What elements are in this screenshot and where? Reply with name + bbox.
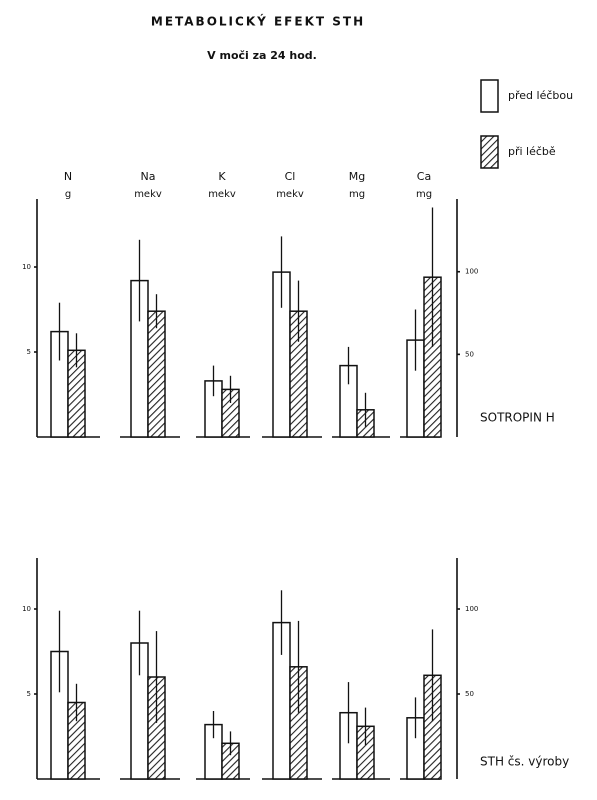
category-unit: mekv — [208, 189, 236, 200]
chart-title: METABOLICKÝ EFEKT STH — [151, 14, 365, 29]
y-tick-label: 10 — [22, 605, 31, 613]
category-unit: mg — [416, 189, 432, 200]
y2-tick-label: 100 — [465, 268, 478, 276]
category-label: N — [64, 170, 72, 183]
legend-label: před léčbou — [508, 89, 573, 102]
category-label: K — [218, 170, 226, 183]
legend-swatch — [480, 135, 499, 169]
panel-label: SOTROPIN H — [480, 411, 555, 425]
legend-swatch — [480, 79, 499, 113]
category-label: Ca — [417, 170, 431, 183]
y2-tick-label: 50 — [465, 350, 474, 358]
category-label: Na — [141, 170, 156, 183]
category-unit: g — [65, 189, 71, 200]
y2-tick-label: 50 — [465, 690, 474, 698]
category-unit: mekv — [276, 189, 304, 200]
panel-label: STH čs. výroby — [480, 755, 569, 769]
y-tick-label: 5 — [27, 690, 31, 698]
y-tick-label: 10 — [22, 263, 31, 271]
chart-subtitle: V moči za 24 hod. — [207, 49, 317, 62]
y2-tick-label: 100 — [465, 605, 478, 613]
category-unit: mg — [349, 189, 365, 200]
category-label: Mg — [349, 170, 365, 183]
bar — [147, 310, 166, 438]
category-unit: mekv — [134, 189, 162, 200]
y-tick-label: 5 — [27, 348, 31, 356]
legend-label: při léčbě — [508, 145, 556, 158]
category-label: Cl — [285, 170, 296, 183]
